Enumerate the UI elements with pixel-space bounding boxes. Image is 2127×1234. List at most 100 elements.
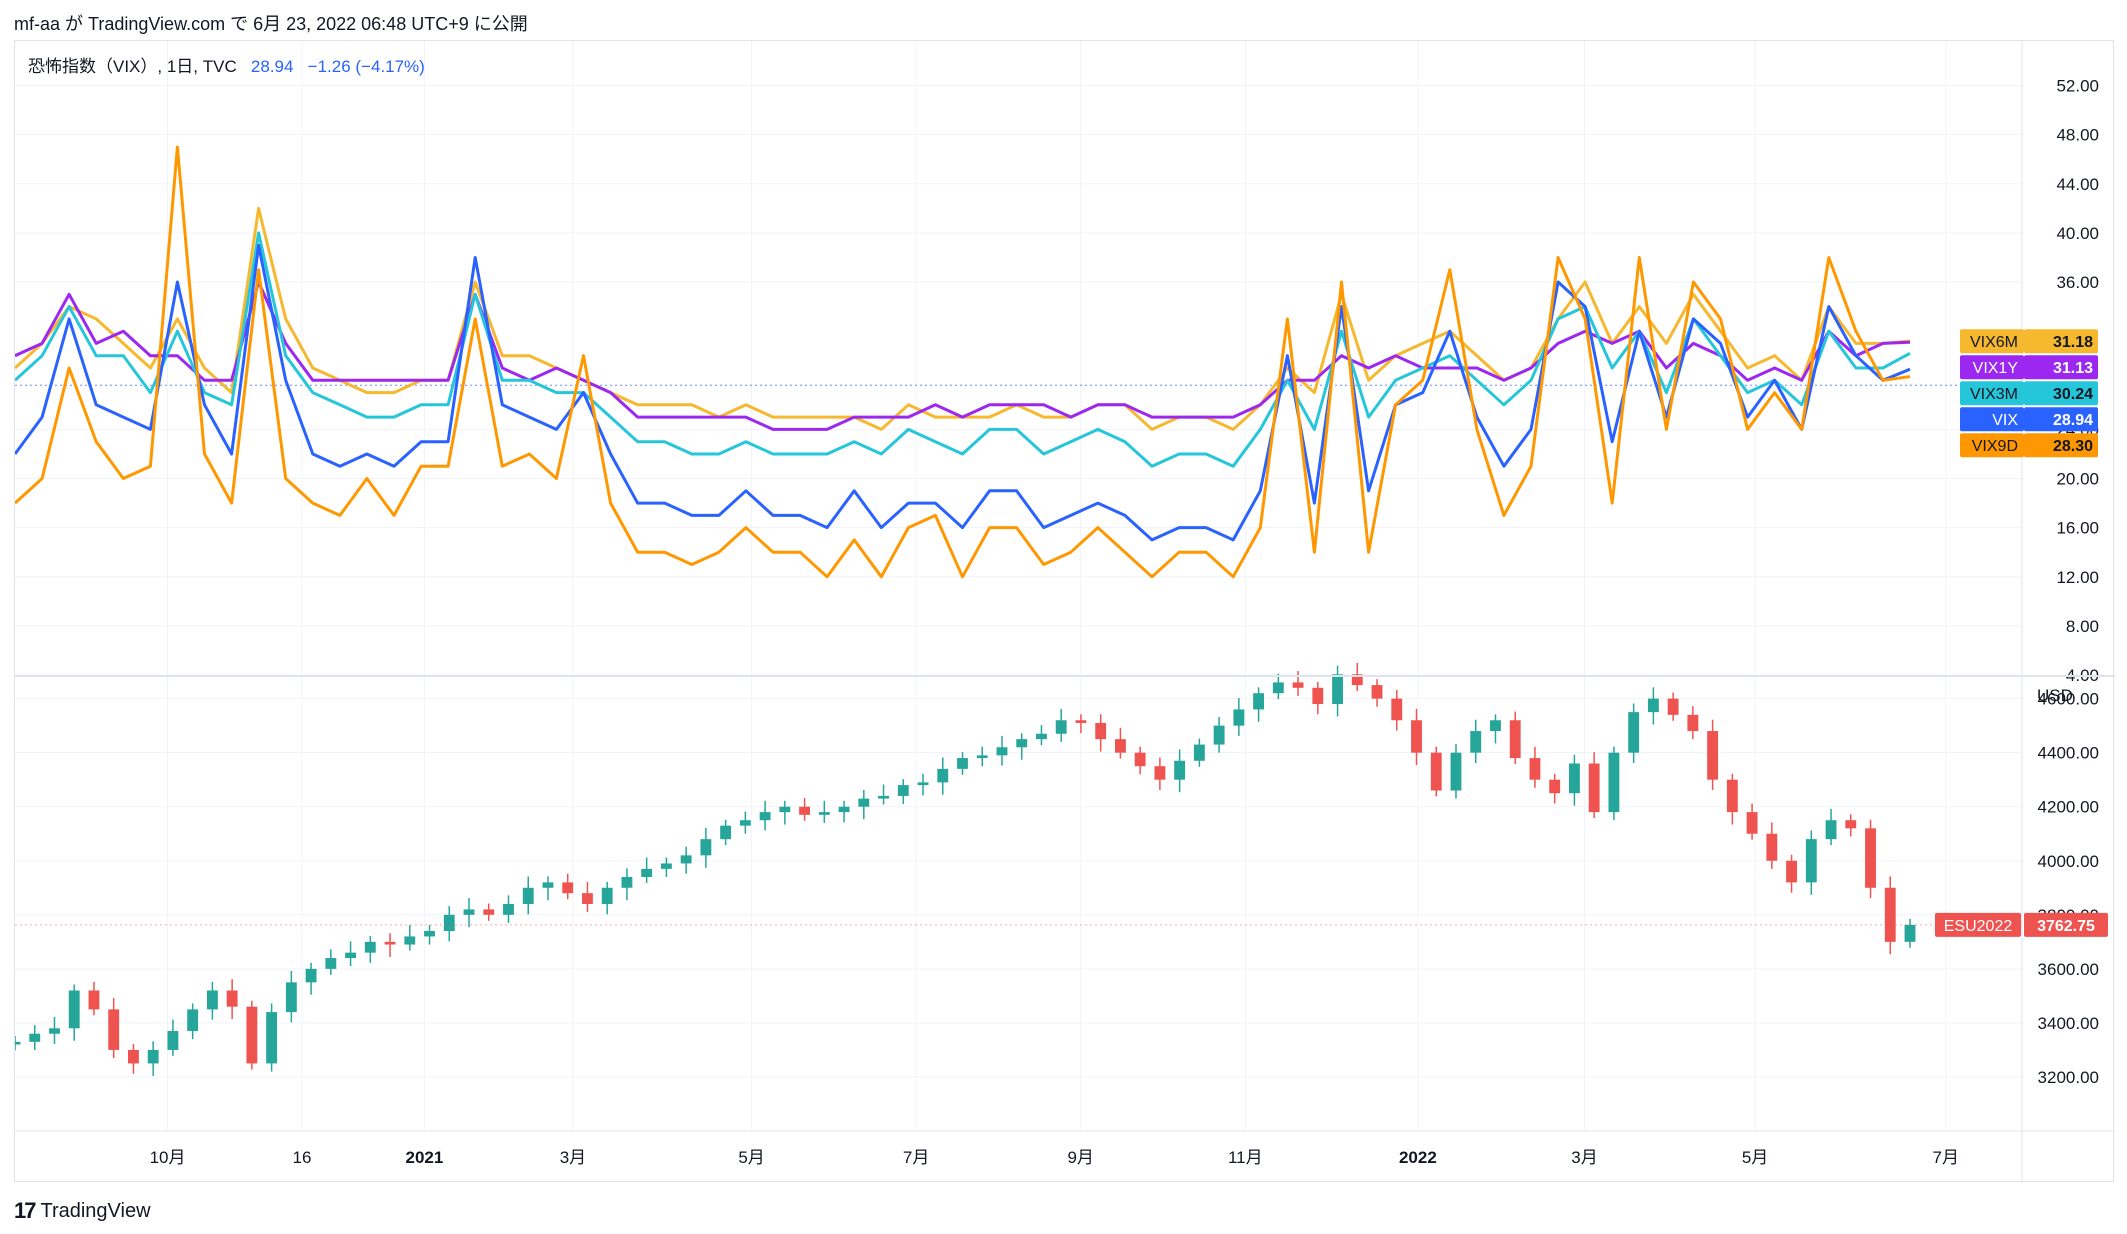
es-candle-body — [878, 795, 889, 799]
es-ytick-label: 4600.00 — [2038, 690, 2099, 709]
es-candle-body — [1134, 752, 1146, 767]
vix-series-vix6m — [15, 206, 1911, 431]
es-candle-body — [1687, 714, 1699, 732]
es-candle-body — [266, 1012, 278, 1064]
chart-legend[interactable]: 恐怖指数（VIX）, 1日, TVC 28.94 −1.26 (−4.17%) — [28, 52, 425, 77]
vix-ytick-label: 16.00 — [2056, 519, 2099, 538]
vix-ytick-label: 36.00 — [2056, 273, 2099, 292]
es-candle-body — [1391, 698, 1403, 721]
es-ytick-label: 4400.00 — [2038, 744, 2099, 763]
es-candle-body — [384, 941, 396, 945]
es-candles-layer — [15, 662, 2022, 1076]
es-candle-body — [246, 1006, 258, 1064]
es-candle-body — [542, 882, 554, 888]
es-candle-body — [897, 785, 909, 796]
es-candle-body — [1588, 763, 1600, 813]
es-candle-body — [601, 887, 613, 904]
es-candle-body — [1411, 720, 1422, 753]
es-candle-body — [1707, 731, 1719, 780]
es-candle-body — [1016, 739, 1028, 748]
es-candle-body — [1312, 687, 1324, 705]
vix-ytick-label: 48.00 — [2056, 126, 2099, 145]
vix-ytick-label: 40.00 — [2056, 224, 2099, 243]
xaxis-tick-label: 5月 — [1742, 1148, 1768, 1167]
vix-label-name: VIX1Y — [1973, 360, 2019, 377]
vix-label-value-bg — [2024, 329, 2098, 354]
es-ytick-label: 3200.00 — [2038, 1068, 2099, 1087]
vix-label-value: 31.13 — [2053, 360, 2093, 377]
es-candle-body — [128, 1049, 139, 1064]
footer-brand[interactable]: 17 TradingView — [14, 1198, 151, 1224]
es-candle-body — [1430, 752, 1442, 791]
xaxis-tick-label: 2021 — [406, 1148, 444, 1167]
vix-ytick-label: 44.00 — [2056, 175, 2099, 194]
es-candle-body — [147, 1049, 159, 1064]
es-candle-body — [1213, 725, 1225, 745]
es-candle-body — [1292, 682, 1304, 688]
es-ytick-label: 4200.00 — [2038, 798, 2099, 817]
es-label-name-bg — [1935, 912, 2021, 937]
xaxis-tick-label: 5月 — [738, 1148, 764, 1167]
vix-label-vix1y: VIX1Y 31.13 — [1960, 355, 2098, 380]
es-candle-body — [1233, 709, 1245, 726]
es-candle-body — [1805, 839, 1817, 883]
vix-label-name-bg — [1960, 433, 2024, 458]
es-candle-body — [818, 812, 830, 815]
es-candle-body — [858, 798, 870, 807]
es-candle-body — [739, 820, 751, 826]
es-candle-body — [1095, 722, 1107, 740]
chart-svg[interactable]: 52.0048.0044.0040.0036.0024.0020.0016.00… — [15, 41, 2115, 1183]
es-label-value-bg — [2024, 912, 2108, 937]
legend-last-value: 28.94 — [250, 57, 294, 76]
es-candle-body — [976, 755, 988, 759]
es-candle-body — [49, 1028, 60, 1034]
es-candle-body — [1608, 752, 1620, 813]
es-candle-body — [1746, 812, 1758, 834]
vix-label-vix6m: VIX6M 31.18 — [1960, 329, 2098, 354]
footer-brand-text: TradingView — [40, 1199, 151, 1222]
es-candle-body — [1154, 766, 1166, 780]
es-candle-body — [641, 868, 653, 877]
es-candle-body — [345, 952, 357, 959]
es-candle-body — [1075, 720, 1087, 723]
es-candle-body — [424, 931, 435, 937]
es-candle-body — [1667, 698, 1679, 715]
es-candle-body — [1726, 779, 1738, 813]
es-candle-body — [167, 1031, 179, 1050]
es-candle-body — [1766, 833, 1778, 861]
es-candle-body — [1036, 733, 1047, 740]
es-candle-body — [1865, 828, 1876, 888]
publish-header: mf-aa が TradingView.com で 6月 23, 2022 06… — [14, 14, 528, 34]
es-candle-body — [305, 968, 317, 983]
es-candle-body — [1055, 720, 1067, 734]
vix-label-name-bg — [1960, 355, 2024, 380]
es-candle-body — [937, 768, 949, 783]
es-candle-body — [1647, 698, 1659, 713]
es-candle-body — [325, 958, 337, 969]
xaxis-tick-label: 16 — [293, 1148, 312, 1167]
vix-ytick-label: 20.00 — [2056, 470, 2099, 489]
vix-label-name-bg — [1960, 329, 2024, 354]
vix-series-vix9d — [15, 145, 1911, 579]
es-candle-body — [1628, 712, 1640, 753]
xaxis-tick-label: 11月 — [1228, 1148, 1263, 1167]
vix-label-vix9d: VIX9D 28.30 — [1960, 433, 2098, 458]
vix-ytick-label: 52.00 — [2056, 77, 2099, 96]
vix-label-value: 28.94 — [2053, 412, 2093, 429]
es-candle-body — [1253, 693, 1265, 710]
vix-label-name: VIX3M — [1970, 386, 2018, 403]
es-candle-body — [1845, 820, 1857, 829]
vix-label-value-bg — [2024, 355, 2098, 380]
es-candle-body — [29, 1033, 41, 1042]
es-candle-body — [1371, 685, 1383, 699]
es-candle-body — [562, 882, 574, 894]
vix-label-value-bg — [2024, 433, 2098, 458]
es-unit-label: USD — [2037, 686, 2073, 705]
vix-series-vix1y — [15, 280, 1911, 431]
xaxis-tick-label: 7月 — [903, 1148, 929, 1167]
vix-label-vix3m: VIX3M 30.24 — [1960, 381, 2098, 406]
es-candle-body — [1529, 758, 1541, 780]
vix-ytick-label: 8.00 — [2066, 617, 2099, 636]
legend-symbol: 恐怖指数（VIX）, 1日, TVC — [28, 57, 237, 76]
